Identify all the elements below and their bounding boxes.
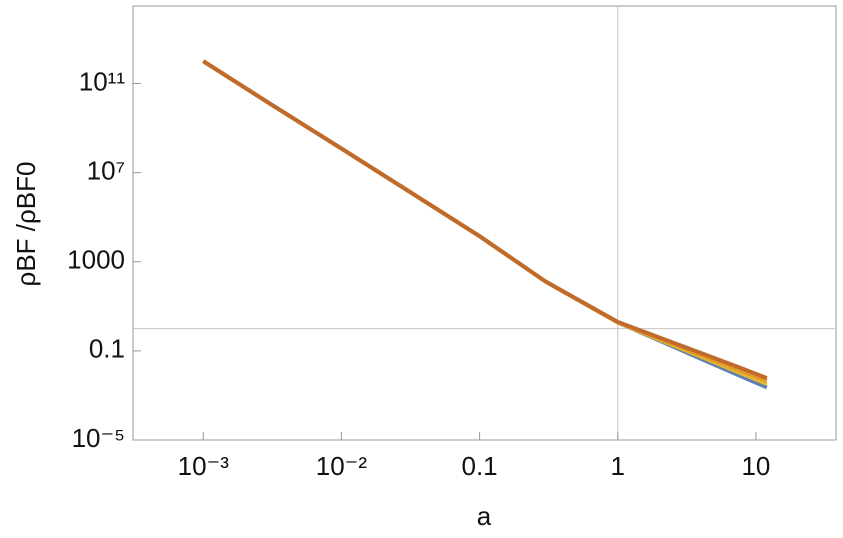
line-series bbox=[202, 59, 768, 383]
line-series bbox=[202, 59, 768, 386]
plot-frame bbox=[132, 5, 837, 441]
y-tick-label: 10⁷ bbox=[87, 155, 125, 185]
y-tick-label: 0.1 bbox=[89, 334, 125, 364]
x-tick-label: 10⁻² bbox=[316, 451, 368, 481]
line-series bbox=[202, 59, 768, 390]
y-tick-label: 10⁻⁵ bbox=[72, 423, 125, 453]
x-tick-label: 10 bbox=[741, 451, 770, 481]
x-tick-label: 1 bbox=[611, 451, 625, 481]
line-series bbox=[202, 59, 768, 380]
x-axis-label: a bbox=[477, 501, 492, 531]
y-tick-label: 10¹¹ bbox=[79, 66, 126, 96]
y-tick-label: 1000 bbox=[67, 245, 125, 275]
x-tick-label: 0.1 bbox=[462, 451, 498, 481]
x-tick-label: 10⁻³ bbox=[178, 451, 230, 481]
y-axis-label: ρBF /ρBF0 bbox=[11, 162, 41, 287]
